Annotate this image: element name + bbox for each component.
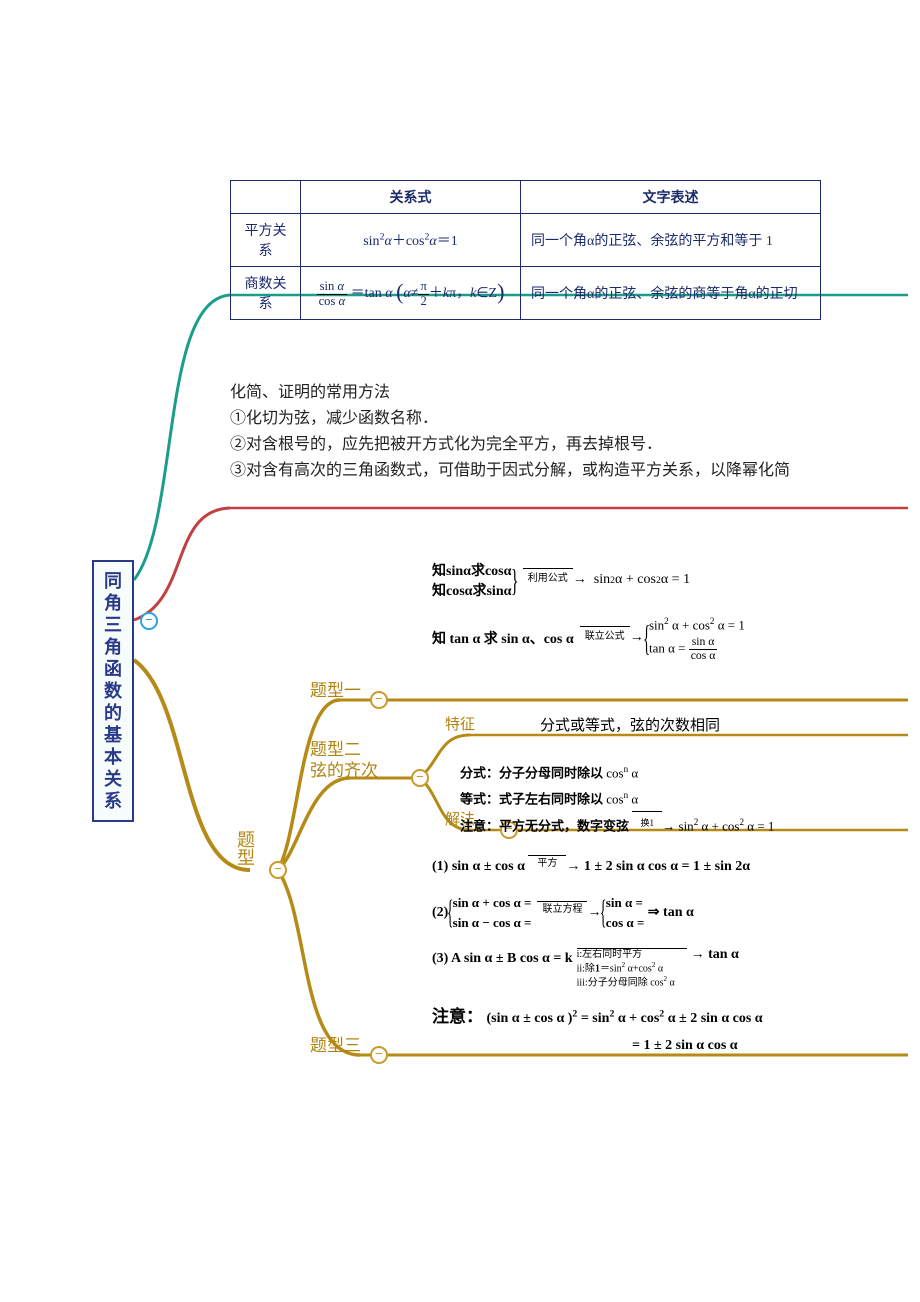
collapse-icon[interactable]: − — [370, 1046, 388, 1064]
collapse-icon[interactable]: − — [140, 612, 158, 630]
arrow-label: 利用公式 — [523, 568, 573, 584]
type1-content: 知sinα求cosα 知cosα求sinα } 利用公式→ sin2 α + c… — [432, 560, 912, 663]
tixing-label: 题型 — [232, 830, 258, 866]
type2-feature-text: 分式或等式，弦的次数相同 — [540, 714, 720, 735]
collapse-icon[interactable]: − — [370, 691, 388, 709]
row-name: 平方关系 — [231, 214, 301, 267]
collapse-icon[interactable]: − — [269, 861, 287, 879]
type3-label: 题型三 — [310, 1031, 361, 1056]
root-title: 同角三角函数的基本关系 — [104, 571, 122, 811]
table-row: 平方关系 sin2α＋cos2α＝1 同一个角α的正弦、余弦的平方和等于 1 — [231, 214, 821, 267]
relations-table: 关系式 文字表述 平方关系 sin2α＋cos2α＝1 同一个角α的正弦、余弦的… — [230, 180, 821, 320]
type3-content: (1) sin α ± cos α 平方→ 1 ± 2 sin α cos α … — [432, 856, 912, 1056]
root-node[interactable]: 同角三角函数的基本关系 — [92, 560, 134, 822]
th-desc: 文字表述 — [521, 181, 821, 214]
row-name: 商数关系 — [231, 267, 301, 320]
arrow-label: 联立公式 — [580, 626, 630, 642]
type2-solutions: 分式：分子分母同时除以 cosn α 等式：式子左右同时除以 cosn α 注意… — [460, 758, 910, 838]
mindmap-canvas: 同角三角函数的基本关系 − 关系式 文字表述 平方关系 sin2α＋cos2α＝… — [0, 0, 920, 1302]
row-formula: sin2α＋cos2α＝1 — [301, 214, 521, 267]
row-desc: 同一个角α的正弦、余弦的商等于角α的正切 — [521, 267, 821, 320]
methods-title: 化简、证明的常用方法 — [230, 380, 830, 406]
table-row: 商数关系 sin αcos α ＝tan α (α≠π2＋kπ，k∈Z) 同一个… — [231, 267, 821, 320]
methods-item: ③对含有高次的三角函数式，可借助于因式分解，或构造平方关系，以降幂化简 — [230, 458, 830, 484]
th-formula: 关系式 — [301, 181, 521, 214]
table-row: 关系式 文字表述 — [231, 181, 821, 214]
type2-label-2: 弦的齐次 — [310, 756, 378, 781]
row-desc: 同一个角α的正弦、余弦的平方和等于 1 — [521, 214, 821, 267]
collapse-icon[interactable]: − — [411, 769, 429, 787]
type2-feature-label: 特征 — [445, 713, 475, 734]
note-label: 注意： — [432, 1007, 483, 1026]
row-formula: sin αcos α ＝tan α (α≠π2＋kπ，k∈Z) — [301, 267, 521, 320]
th-blank — [231, 181, 301, 214]
methods-item: ②对含根号的，应先把被开方式化为完全平方，再去掉根号． — [230, 432, 830, 458]
methods-block: 化简、证明的常用方法 ①化切为弦，减少函数名称． ②对含根号的，应先把被开方式化… — [230, 380, 830, 484]
methods-item: ①化切为弦，减少函数名称． — [230, 406, 830, 432]
type1-label: 题型一 — [310, 676, 361, 701]
